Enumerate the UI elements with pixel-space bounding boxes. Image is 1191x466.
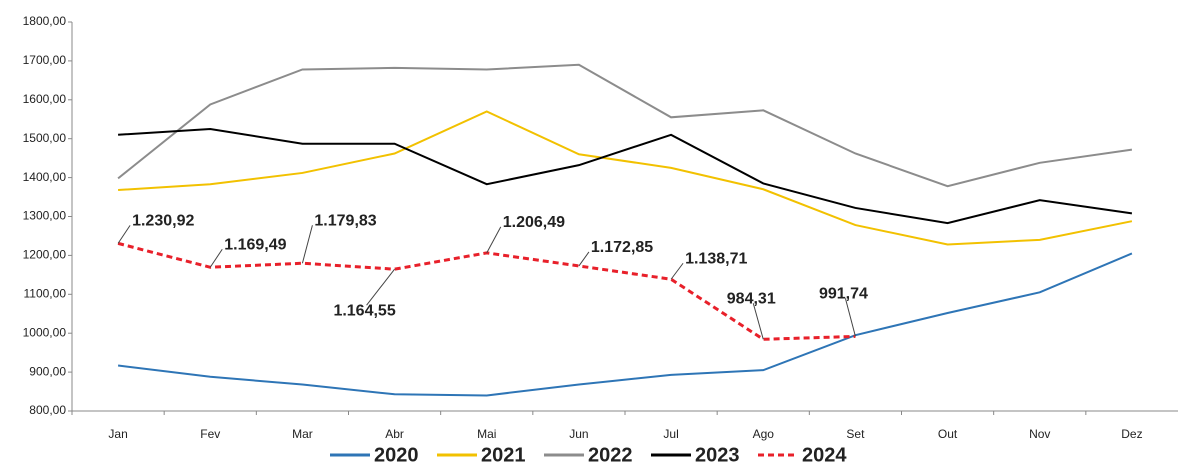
x-tick-label: Abr	[385, 427, 404, 441]
y-tick-label: 1100,00	[24, 286, 67, 300]
leader-line	[752, 303, 764, 340]
y-tick-label: 1400,00	[23, 170, 67, 184]
leader-line	[117, 225, 131, 244]
series-line	[117, 63, 1133, 188]
y-tick-label: 1500,00	[23, 131, 67, 145]
data-label: 1.179,83	[314, 212, 376, 229]
series-line	[117, 252, 1133, 397]
data-label: 1.230,92	[132, 213, 194, 230]
y-tick-label: 800,00	[29, 403, 66, 417]
data-label: 991,74	[819, 286, 868, 303]
legend-label: 2020	[374, 444, 419, 466]
x-tick-label: Mai	[477, 427, 496, 441]
y-tick-label: 900,00	[29, 364, 66, 378]
x-tick-label: Dez	[1121, 427, 1142, 441]
data-label: 1.164,55	[333, 302, 395, 319]
leader-line	[486, 226, 502, 254]
y-tick-label: 1800,00	[23, 14, 67, 28]
legend-label: 2024	[802, 444, 847, 466]
leader-line	[301, 225, 313, 264]
y-tick-label: 1600,00	[23, 92, 67, 106]
y-tick-label: 1700,00	[23, 53, 67, 67]
y-tick-label: 1000,00	[23, 325, 67, 339]
leader-line	[366, 268, 395, 306]
x-tick-label: Mar	[292, 427, 313, 441]
x-tick-label: Ago	[753, 427, 775, 441]
y-tick-label: 1300,00	[23, 209, 67, 223]
x-tick-label: Jul	[663, 427, 678, 441]
x-tick-label: Fev	[200, 427, 220, 441]
x-tick-label: Out	[938, 427, 958, 441]
data-label: 1.169,49	[224, 236, 286, 253]
legend-label: 2023	[695, 444, 740, 466]
leader-line	[670, 262, 684, 280]
legend-label: 2021	[481, 444, 526, 466]
x-tick-label: Set	[846, 427, 865, 441]
data-label: 1.138,71	[685, 250, 747, 267]
x-tick-label: Jan	[108, 427, 127, 441]
data-label: 984,31	[727, 291, 776, 308]
legend-label: 2022	[588, 444, 633, 466]
leader-line	[578, 251, 590, 267]
x-tick-label: Nov	[1029, 427, 1050, 441]
data-label: 1.172,85	[591, 239, 653, 256]
series-line	[118, 110, 1133, 246]
leader-line	[844, 298, 856, 337]
data-label: 1.206,49	[503, 214, 565, 231]
series-line	[118, 127, 1133, 225]
y-tick-label: 1200,00	[23, 248, 67, 262]
leader-line	[209, 248, 223, 268]
x-tick-label: Jun	[569, 427, 588, 441]
